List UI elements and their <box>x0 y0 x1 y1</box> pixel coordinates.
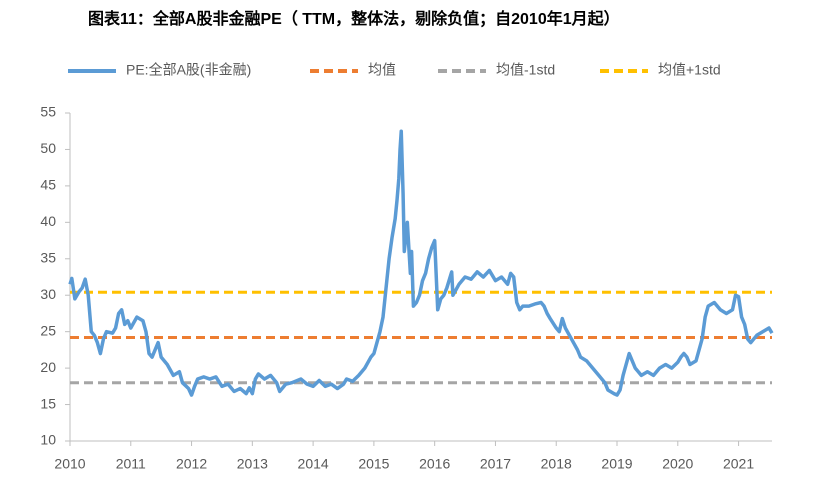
legend-label: 均值 <box>368 62 396 78</box>
y-tick-label: 15 <box>40 395 56 411</box>
legend-label: PE:全部A股(非金融) <box>126 62 251 78</box>
x-tick-label: 2021 <box>723 456 754 472</box>
y-tick-label: 25 <box>40 322 56 338</box>
y-tick-label: 30 <box>40 286 56 302</box>
chart-title: 图表11：全部A股非金融PE（ TTM，整体法，剔除负值；自2010年1月起） <box>88 9 620 28</box>
y-tick-label: 55 <box>40 104 56 120</box>
x-tick-label: 2012 <box>176 456 207 472</box>
x-tick-label: 2011 <box>116 456 146 472</box>
x-tick-label: 2020 <box>662 456 693 472</box>
y-tick-label: 35 <box>40 249 56 265</box>
y-tick-label: 40 <box>40 213 56 229</box>
x-tick-label: 2014 <box>298 456 329 472</box>
legend-label: 均值+1std <box>658 62 721 78</box>
legend-label: 均值-1std <box>496 62 555 78</box>
y-tick-label: 50 <box>40 140 56 156</box>
y-tick-label: 10 <box>40 432 56 448</box>
y-tick-label: 20 <box>40 359 56 375</box>
x-tick-label: 2017 <box>480 456 511 472</box>
x-tick-label: 2015 <box>358 456 389 472</box>
x-tick-label: 2019 <box>601 456 632 472</box>
y-tick-label: 45 <box>40 177 56 193</box>
x-tick-label: 2016 <box>419 456 450 472</box>
x-tick-label: 2013 <box>237 456 268 472</box>
x-tick-label: 2018 <box>541 456 572 472</box>
line-series <box>68 129 774 397</box>
x-tick-label: 2010 <box>54 456 85 472</box>
